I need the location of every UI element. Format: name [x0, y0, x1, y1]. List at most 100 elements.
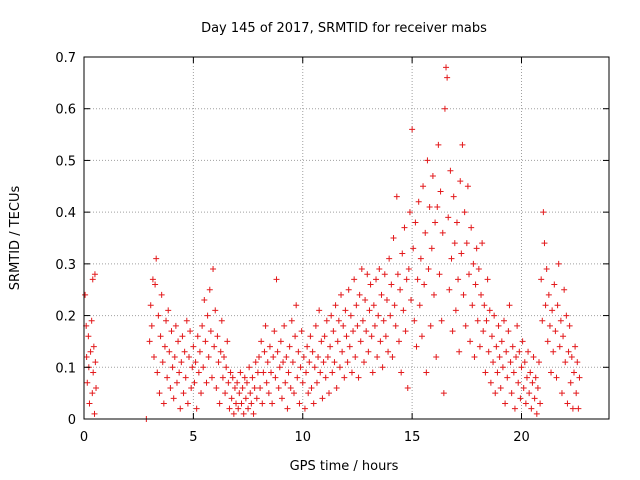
data-point: [431, 291, 437, 298]
data-point: [527, 369, 534, 376]
data-point: [329, 369, 336, 376]
data-point: [427, 322, 434, 329]
data-point: [219, 374, 226, 381]
data-point: [565, 348, 572, 355]
data-point: [289, 359, 296, 366]
data-point: [472, 281, 479, 288]
data-point: [574, 359, 581, 366]
data-point: [233, 400, 240, 407]
data-point: [567, 379, 574, 386]
data-point: [172, 322, 179, 329]
data-point: [396, 338, 402, 345]
data-point: [159, 359, 166, 366]
data-point: [494, 369, 501, 376]
data-point: [385, 348, 392, 355]
data-point: [389, 353, 396, 360]
data-point: [319, 395, 326, 402]
data-point: [317, 369, 324, 376]
data-point: [511, 405, 518, 412]
data-point: [254, 369, 261, 376]
data-point: [361, 359, 367, 366]
data-point: [152, 281, 159, 288]
data-point: [549, 307, 556, 314]
data-point: [321, 333, 328, 340]
data-point: [433, 353, 440, 360]
data-point: [327, 343, 334, 350]
data-point: [370, 302, 377, 309]
data-point: [227, 369, 234, 376]
data-point: [348, 369, 355, 376]
data-point: [238, 400, 245, 407]
data-point: [556, 343, 563, 350]
data-point: [206, 286, 213, 293]
data-point: [403, 276, 410, 283]
data-point: [243, 379, 250, 386]
x-tick-label: 0: [80, 430, 88, 445]
data-point: [240, 410, 247, 417]
data-point: [265, 390, 272, 397]
data-point: [250, 410, 257, 417]
chart-title: Day 145 of 2017, SRMTID for receiver mab…: [201, 21, 487, 36]
data-point: [332, 302, 339, 309]
data-point: [525, 348, 532, 355]
data-point: [460, 291, 467, 298]
data-point: [208, 374, 215, 381]
data-point: [155, 312, 162, 319]
data-point: [488, 333, 495, 340]
data-point: [543, 266, 550, 273]
data-point: [424, 157, 431, 164]
data-point: [497, 384, 504, 391]
data-point: [537, 400, 544, 407]
data-point: [414, 276, 421, 283]
data-point: [308, 384, 315, 391]
data-point: [425, 266, 432, 273]
data-point: [188, 384, 195, 391]
data-point: [467, 338, 474, 345]
data-point: [557, 317, 564, 324]
data-point: [509, 343, 516, 350]
data-point: [393, 193, 400, 200]
data-point: [182, 374, 189, 381]
data-point: [282, 379, 289, 386]
data-point: [178, 359, 185, 366]
data-point: [165, 307, 172, 314]
data-point: [309, 348, 316, 355]
data-point: [571, 369, 577, 376]
data-point: [312, 322, 319, 329]
data-point: [531, 395, 538, 402]
data-point: [386, 255, 393, 262]
data-point: [316, 307, 323, 314]
data-point: [532, 374, 539, 381]
data-point: [340, 322, 347, 329]
data-point: [258, 338, 265, 345]
data-point: [291, 390, 297, 397]
data-point: [520, 384, 527, 391]
data-point: [86, 400, 93, 407]
data-point: [392, 322, 399, 329]
data-point: [517, 395, 524, 402]
data-point: [284, 405, 291, 412]
data-point: [540, 209, 547, 216]
data-point: [458, 250, 465, 257]
data-point: [539, 317, 546, 324]
data-point: [514, 322, 521, 329]
data-point: [536, 359, 542, 366]
data-point: [222, 390, 229, 397]
data-point: [275, 384, 282, 391]
x-tick-label: 15: [404, 430, 421, 445]
data-point: [359, 317, 366, 324]
data-point: [448, 255, 455, 262]
y-tick-label: 0.3: [55, 258, 76, 273]
data-point: [148, 322, 155, 329]
data-point: [333, 384, 340, 391]
y-tick-label: 0.2: [55, 310, 76, 325]
data-point: [253, 395, 260, 402]
data-point: [402, 328, 409, 335]
data-point: [248, 400, 255, 407]
data-point: [474, 317, 481, 324]
data-point: [519, 338, 526, 345]
data-point: [499, 364, 506, 371]
data-point: [413, 343, 420, 350]
data-point: [204, 312, 211, 319]
